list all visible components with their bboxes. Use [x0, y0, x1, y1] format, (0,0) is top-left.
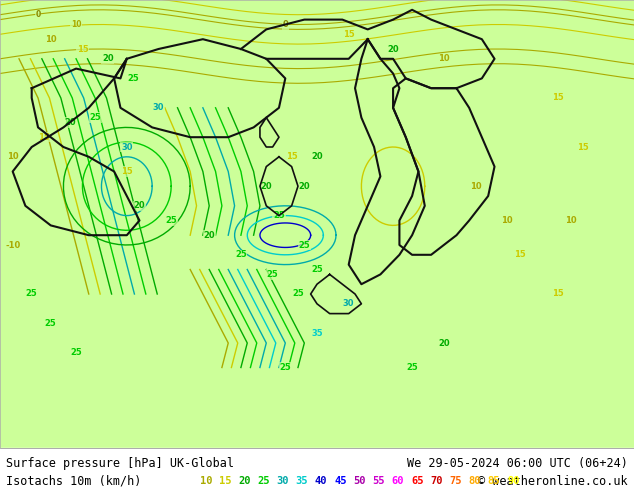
Text: 15: 15	[552, 94, 564, 102]
Text: 25: 25	[311, 265, 323, 274]
Text: 15: 15	[578, 143, 589, 151]
Text: 25: 25	[257, 476, 270, 486]
Text: 10: 10	[438, 54, 450, 63]
Bar	[0, 448, 634, 490]
Text: 85: 85	[488, 476, 500, 486]
Text: 60: 60	[392, 476, 404, 486]
Text: 0: 0	[282, 20, 288, 29]
Text: 65: 65	[411, 476, 424, 486]
Text: 10: 10	[470, 182, 481, 191]
Text: 15: 15	[343, 30, 354, 39]
Text: 25: 25	[89, 113, 101, 122]
Text: 25: 25	[406, 363, 418, 372]
Text: 10: 10	[7, 152, 18, 161]
Text: 25: 25	[26, 290, 37, 298]
Text: 20: 20	[311, 152, 323, 161]
Text: 30: 30	[343, 299, 354, 308]
Text: 20: 20	[261, 182, 272, 191]
Text: 20: 20	[204, 231, 215, 240]
Text: © weatheronline.co.uk: © weatheronline.co.uk	[478, 475, 628, 488]
Text: 30: 30	[121, 143, 133, 151]
Text: 55: 55	[373, 476, 385, 486]
Text: 25: 25	[299, 241, 310, 249]
Text: 90: 90	[507, 476, 519, 486]
Text: 70: 70	[430, 476, 443, 486]
Text: Isotachs 10m (km/h): Isotachs 10m (km/h)	[6, 475, 142, 488]
Text: 15: 15	[552, 290, 564, 298]
Text: -10: -10	[5, 241, 20, 249]
Text: 20: 20	[102, 54, 113, 63]
Text: 25: 25	[127, 74, 139, 83]
Text: 75: 75	[450, 476, 462, 486]
Text: 30: 30	[153, 103, 164, 112]
Text: 20: 20	[238, 476, 250, 486]
Text: 0: 0	[36, 10, 41, 19]
Text: 35: 35	[311, 329, 323, 338]
Text: 20: 20	[64, 118, 75, 127]
Text: 25: 25	[235, 250, 247, 259]
Text: 20: 20	[299, 182, 310, 191]
Text: 10: 10	[200, 476, 212, 486]
Text: 15: 15	[39, 133, 50, 142]
Text: 30: 30	[276, 476, 289, 486]
Text: 25: 25	[273, 211, 285, 220]
Text: 15: 15	[286, 152, 297, 161]
Text: 40: 40	[315, 476, 327, 486]
Text: 20: 20	[134, 201, 145, 210]
Text: 50: 50	[353, 476, 366, 486]
Text: 25: 25	[267, 270, 278, 279]
Text: 80: 80	[469, 476, 481, 486]
Text: 15: 15	[121, 167, 133, 176]
Text: 25: 25	[280, 363, 291, 372]
Text: We 29-05-2024 06:00 UTC (06+24): We 29-05-2024 06:00 UTC (06+24)	[407, 457, 628, 469]
Text: 15: 15	[514, 250, 526, 259]
Text: 45: 45	[334, 476, 347, 486]
Text: 20: 20	[387, 45, 399, 53]
Text: 25: 25	[292, 290, 304, 298]
Text: 10: 10	[565, 216, 576, 225]
Text: 20: 20	[438, 339, 450, 347]
Text: 15: 15	[77, 45, 88, 53]
Text: 25: 25	[70, 348, 82, 357]
Text: Surface pressure [hPa] UK-Global: Surface pressure [hPa] UK-Global	[6, 457, 235, 469]
Text: 15: 15	[219, 476, 231, 486]
Text: 10: 10	[71, 20, 81, 29]
Text: 25: 25	[165, 216, 177, 225]
Text: 25: 25	[45, 319, 56, 328]
Text: 10: 10	[45, 35, 56, 44]
Text: 35: 35	[295, 476, 308, 486]
Text: 10: 10	[501, 216, 513, 225]
